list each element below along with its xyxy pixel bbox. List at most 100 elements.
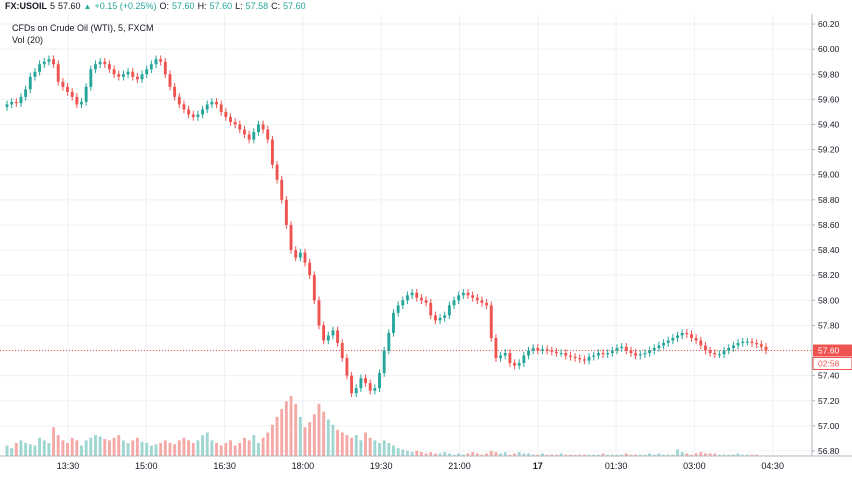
volume-bar xyxy=(648,453,652,456)
candle-body xyxy=(368,383,372,391)
candle-body xyxy=(173,86,177,97)
candle-body xyxy=(415,292,419,298)
candle-body xyxy=(56,64,60,82)
price-badge-text: 57.60 xyxy=(818,346,840,356)
volume-bar xyxy=(666,454,670,456)
volume-bar xyxy=(676,449,679,456)
price-label-badge: 57.60 02:58 xyxy=(812,344,852,371)
candle-body xyxy=(755,342,759,345)
candle-body xyxy=(559,353,563,355)
interval[interactable]: 5 xyxy=(50,1,56,11)
volume-bar xyxy=(173,444,177,456)
time-axis[interactable]: 13:30 15:00 16:30 18:00 19:30 21:00 17 01:30 03:… xyxy=(57,461,784,471)
candle-body xyxy=(601,353,605,355)
candle-body xyxy=(5,104,9,107)
volume-bar xyxy=(550,454,554,456)
volume-bar xyxy=(149,445,153,456)
candle-body xyxy=(387,332,391,351)
candle-body xyxy=(652,348,656,351)
candle-body xyxy=(419,297,423,301)
y-tick-label: 57.20 xyxy=(818,396,840,406)
candle-body xyxy=(596,353,600,356)
low-label: L: xyxy=(235,1,243,11)
candle-body xyxy=(117,74,121,77)
volume-bar xyxy=(690,454,693,456)
candle-body xyxy=(336,330,340,343)
candle-body xyxy=(205,104,209,110)
volume-bar xyxy=(704,453,707,456)
volume-bar xyxy=(587,454,591,456)
candle-body xyxy=(75,96,79,105)
volume-bar xyxy=(485,453,489,456)
volume-bar xyxy=(601,453,605,456)
candle-body xyxy=(410,292,414,296)
volume-title[interactable]: Vol (20) xyxy=(12,35,44,45)
candle-body xyxy=(741,341,745,343)
volume-bar xyxy=(424,453,428,456)
volume-bar xyxy=(14,442,18,456)
volume-bar xyxy=(503,452,507,456)
candle-body xyxy=(38,64,42,72)
volume-bar xyxy=(480,454,484,456)
candle-body xyxy=(317,300,321,326)
candle-body xyxy=(694,337,698,341)
volume-bar xyxy=(340,432,344,456)
candle-body xyxy=(145,69,149,75)
candle-body xyxy=(392,312,395,333)
y-tick-label: 59.00 xyxy=(818,170,840,180)
volume-bar xyxy=(555,454,558,456)
candle-body xyxy=(322,325,326,341)
y-tick-label: 59.20 xyxy=(818,145,840,155)
volume-bar xyxy=(224,442,228,456)
candle-body xyxy=(177,96,181,105)
volume-bar xyxy=(126,442,130,456)
volume-bar xyxy=(284,401,288,456)
volume-bar xyxy=(443,452,447,456)
grid xyxy=(0,14,812,456)
x-tick-label: 15:00 xyxy=(135,461,158,471)
candle-body xyxy=(294,250,298,258)
volume-bar xyxy=(392,445,395,456)
close-label: C: xyxy=(271,1,281,11)
volume-bar xyxy=(75,440,79,456)
volume-bar xyxy=(364,432,367,456)
volume-bar xyxy=(652,454,656,456)
series-title[interactable]: CFDs on Crude Oil (WTI), 5, FXCM xyxy=(12,23,154,33)
volume-bar xyxy=(527,453,530,456)
candle-body xyxy=(708,350,712,354)
candle-body xyxy=(722,350,726,355)
volume-bars xyxy=(5,396,759,456)
candle-body xyxy=(759,344,763,347)
candle-body xyxy=(396,305,400,313)
volume-bar xyxy=(638,454,642,456)
volume-bar xyxy=(303,427,307,456)
volume-bar xyxy=(578,454,582,456)
volume-bar xyxy=(66,442,69,456)
candle-body xyxy=(634,353,638,356)
volume-bar xyxy=(387,442,391,456)
volume-bar xyxy=(326,419,330,456)
price-axis[interactable]: 60.20 60.00 59.80 59.60 59.40 59.20 59.00 58.80… xyxy=(812,19,840,456)
candle-body xyxy=(261,124,265,130)
candle-body xyxy=(10,101,14,105)
candle-body xyxy=(196,114,200,117)
volume-bar xyxy=(419,452,423,456)
volume-bar xyxy=(257,442,260,456)
candle-body xyxy=(266,129,270,140)
candle-body xyxy=(382,350,386,374)
volume-bar xyxy=(89,437,93,456)
candle-body xyxy=(14,101,18,104)
volume-bar xyxy=(121,440,125,456)
volume-bar xyxy=(522,453,526,456)
volume-bar xyxy=(438,453,442,456)
high-label: H: xyxy=(197,1,207,11)
volume-bar xyxy=(252,435,256,456)
volume-bar xyxy=(191,442,195,456)
candlesticks xyxy=(5,55,768,397)
candle-body xyxy=(704,345,707,351)
symbol-name[interactable]: FX:USOIL xyxy=(5,1,47,11)
close-value: 57.60 xyxy=(283,1,306,11)
volume-bar xyxy=(447,453,451,456)
volume-bar xyxy=(238,442,242,456)
